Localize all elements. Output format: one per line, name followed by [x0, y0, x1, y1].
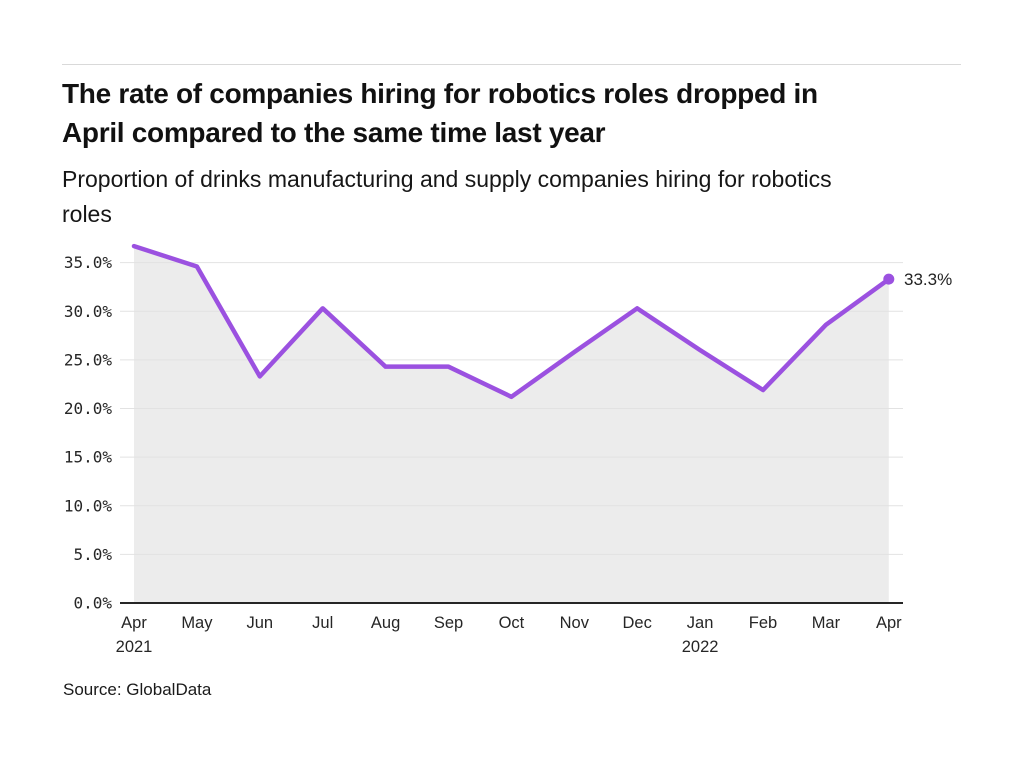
y-tick-label: 30.0% — [64, 302, 113, 321]
x-tick-label: Dec — [623, 614, 652, 632]
area-fill — [134, 246, 889, 603]
chart-subtitle-line1: Proportion of drinks manufacturing and s… — [62, 166, 832, 192]
chart-title: The rate of companies hiring for robotic… — [62, 74, 982, 152]
x-tick-label: Mar — [812, 614, 841, 632]
x-tick-label: Apr — [876, 614, 902, 632]
x-tick-label: Oct — [499, 614, 525, 632]
chart-title-line2: April compared to the same time last yea… — [62, 117, 606, 148]
trend-line — [131, 243, 892, 400]
y-tick-label: 10.0% — [64, 496, 113, 515]
x-tick-label: Apr — [121, 614, 147, 632]
y-tick-label: 15.0% — [64, 448, 113, 467]
y-tick-label: 35.0% — [64, 253, 113, 272]
end-point-label: 33.3% — [904, 270, 952, 289]
y-tick-label: 25.0% — [64, 350, 113, 369]
x-tick-label: Jun — [246, 614, 273, 632]
x-tick-label: Jul — [312, 614, 333, 632]
chart-title-line1: The rate of companies hiring for robotic… — [62, 78, 818, 109]
x-tick-label: Sep — [434, 614, 463, 632]
y-tick-label: 0.0% — [73, 594, 112, 613]
chart-subtitle-line2: roles — [62, 201, 112, 227]
x-tick-label: May — [181, 614, 213, 632]
year-label: 2022 — [682, 638, 719, 656]
chart-subtitle: Proportion of drinks manufacturing and s… — [62, 162, 982, 232]
year-label: 2021 — [116, 638, 153, 656]
source-note: Source: GlobalData — [63, 680, 212, 699]
x-tick-label: Jan — [687, 614, 714, 632]
x-tick-label: Feb — [749, 614, 777, 632]
x-tick-label: Nov — [560, 614, 590, 632]
end-point-dot — [883, 273, 895, 285]
y-tick-label: 20.0% — [64, 399, 113, 418]
x-tick-label: Aug — [371, 614, 400, 632]
y-tick-label: 5.0% — [73, 545, 112, 564]
separator-line — [62, 64, 961, 65]
